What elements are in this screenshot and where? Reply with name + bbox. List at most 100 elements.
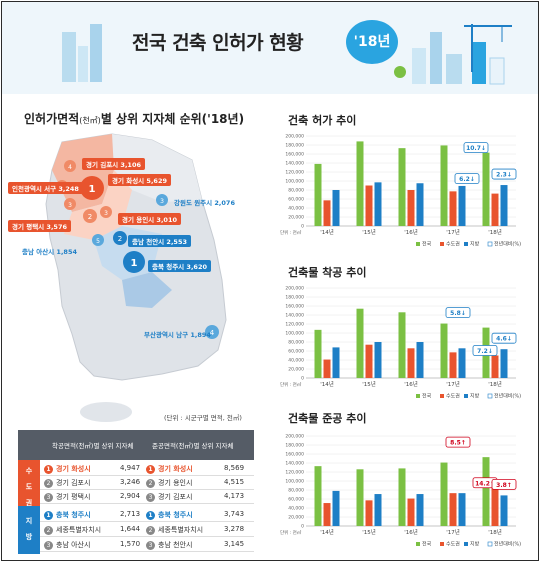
- map-unit-note: (단위 : 시군구별 면적, 천㎡): [164, 414, 242, 422]
- completion-rank-name: 1 충북 청주시: [146, 510, 193, 520]
- legend-label: 전국: [422, 241, 432, 248]
- x-tick-label: '14년: [320, 528, 334, 536]
- region-name: 경기 평택시: [56, 493, 91, 501]
- row-divider: [40, 521, 254, 522]
- svg-text:3: 3: [104, 210, 108, 217]
- region-name: 충남 아산시: [56, 541, 91, 549]
- callout-label: 4.6↓: [496, 336, 512, 343]
- chart-start-title: 건축물 착공 추이: [288, 266, 367, 279]
- y-tick-label: 0: [301, 376, 304, 382]
- bar-지방: [500, 495, 508, 526]
- y-tick-label: 100,000: [285, 331, 304, 337]
- bar-수도권: [407, 190, 415, 226]
- bar-전국: [314, 329, 322, 378]
- row-divider: [40, 503, 254, 504]
- y-tick-label: 0: [301, 224, 304, 230]
- callout-label: 6.2↓: [459, 176, 475, 183]
- callout-label: 5.8↓: [450, 310, 466, 317]
- bar-지방: [332, 490, 340, 526]
- legend-swatch: [416, 394, 420, 398]
- rank-number: 3: [44, 541, 53, 550]
- bar-전국: [314, 163, 322, 226]
- completion-area-value: 3,145: [224, 540, 245, 548]
- legend-swatch: [487, 241, 493, 247]
- bar-지방: [416, 494, 424, 526]
- svg-text:4: 4: [68, 164, 72, 171]
- region-name: 세종특별자치시: [56, 526, 102, 534]
- callout-label: 7.2↓: [477, 348, 493, 355]
- map-label-pyeongtaek: 경기 평택시 3,576: [8, 220, 71, 232]
- bar-지방: [500, 185, 508, 226]
- bar-지방: [374, 182, 382, 226]
- callout-box: [491, 332, 517, 344]
- legend-swatch: [487, 541, 493, 547]
- map-label-cheonan: 충남 천안시 2,553: [128, 235, 191, 247]
- bar-수도권: [323, 200, 331, 226]
- y-tick-label: 120,000: [285, 470, 304, 476]
- chart-completion-title: 건축물 준공 추이: [288, 412, 367, 425]
- unit-label: 단위 : 천㎡: [280, 229, 302, 236]
- legend-label: 지방: [470, 393, 480, 400]
- callout-box: [491, 168, 517, 180]
- row-divider: [40, 475, 254, 476]
- bar-전국: [356, 469, 364, 526]
- completion-area-value: 3,743: [224, 510, 245, 518]
- bar-수도권: [449, 352, 457, 378]
- bar-전국: [440, 145, 448, 226]
- bar-지방: [332, 190, 340, 226]
- y-tick-label: 80,000: [288, 188, 304, 194]
- svg-text:5: 5: [96, 238, 100, 245]
- bar-수도권: [323, 503, 331, 526]
- bar-수도권: [491, 355, 499, 378]
- legend-swatch: [464, 542, 468, 546]
- y-tick-label: 60,000: [288, 349, 304, 355]
- y-tick-label: 160,000: [285, 152, 304, 158]
- x-tick-label: '15년: [362, 228, 376, 236]
- completion-area-value: 8,569: [224, 464, 245, 472]
- legend-label: 지방: [470, 241, 480, 248]
- svg-text:2: 2: [118, 235, 122, 243]
- start-rank-name: 2 세종특별자치시: [44, 525, 101, 535]
- rank-number: 2: [146, 526, 155, 535]
- completion-area-value: 4,515: [224, 478, 245, 486]
- bar-수도권: [449, 493, 457, 526]
- start-area-value: 2,713: [120, 510, 141, 518]
- legend-swatch: [416, 542, 420, 546]
- y-tick-label: 100,000: [285, 479, 304, 485]
- y-tick-label: 60,000: [288, 497, 304, 503]
- y-tick-label: 80,000: [288, 340, 304, 346]
- region-name: 경기 김포시: [56, 479, 91, 487]
- bar-수도권: [365, 500, 373, 526]
- y-tick-label: 40,000: [288, 206, 304, 212]
- row-divider: [40, 551, 254, 552]
- svg-text:2: 2: [88, 213, 92, 221]
- map-label-wonju: 강원도 원주시 2,076: [174, 199, 235, 207]
- y-tick-label: 140,000: [285, 313, 304, 319]
- y-tick-label: 60,000: [288, 197, 304, 203]
- bar-지방: [332, 347, 340, 378]
- bar-지방: [500, 349, 508, 378]
- bar-수도권: [407, 348, 415, 378]
- map-title-main: 인허가면적: [24, 112, 80, 126]
- year-badge: '18년: [346, 20, 398, 64]
- completion-rank-name: 3 충남 천안시: [146, 540, 192, 550]
- unit-label: 단위 : 천㎡: [280, 529, 302, 536]
- completion-rank-name: 2 세종특별자치시: [146, 525, 203, 535]
- rank-number: 2: [44, 526, 53, 535]
- rank-number: 1: [44, 511, 53, 520]
- bar-지방: [374, 342, 382, 378]
- region-name: 충북 청주시: [158, 511, 193, 519]
- chart-start: 200,000 180,000 160,000 140,000 120,000 100,0…: [278, 282, 524, 408]
- bar-지방: [416, 183, 424, 226]
- bar-전국: [314, 466, 322, 526]
- x-tick-label: '17년: [446, 380, 460, 388]
- callout-label: 3.8↑: [496, 482, 512, 489]
- chart-completion: 200,000 180,000 160,000 140,000 120,000 100,0…: [278, 430, 524, 556]
- bar-전국: [482, 152, 490, 226]
- rank-number: 3: [146, 493, 155, 502]
- bar-전국: [482, 457, 490, 526]
- col-start-area-header: 착공면적(천㎡)별 상위 지자체: [52, 442, 134, 450]
- bar-지방: [458, 185, 466, 226]
- marker-rank-1: 1: [89, 184, 96, 195]
